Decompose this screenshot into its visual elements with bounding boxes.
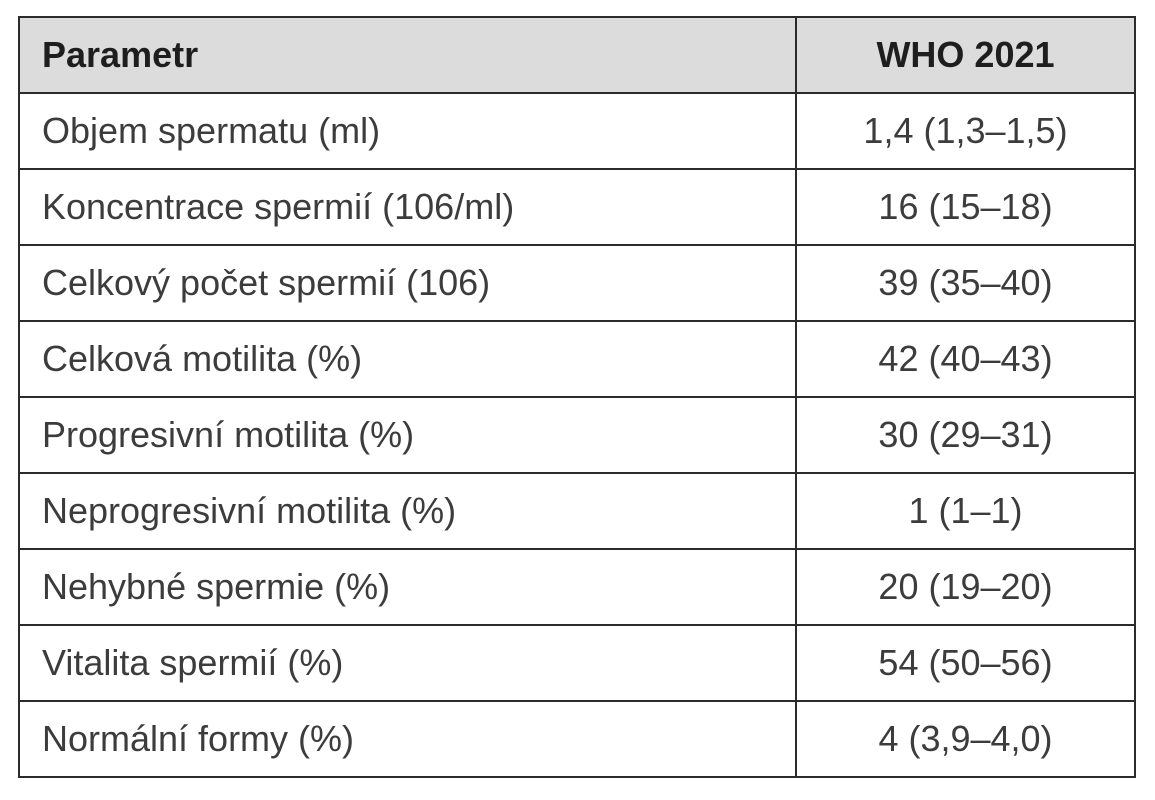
- header-row: Parametr WHO 2021: [18, 16, 1136, 94]
- row-parameter: Normální formy (%): [18, 700, 797, 778]
- table-row: Nehybné spermie (%) 20 (19–20): [18, 548, 1136, 626]
- row-parameter: Objem spermatu (ml): [18, 92, 797, 170]
- table-row: Vitalita spermií (%) 54 (50–56): [18, 624, 1136, 702]
- row-who-value: 1 (1–1): [795, 472, 1136, 550]
- header-parameter: Parametr: [18, 16, 797, 94]
- row-parameter: Progresivní motilita (%): [18, 396, 797, 474]
- table-row: Celkový počet spermií (106) 39 (35–40): [18, 244, 1136, 322]
- row-parameter: Neprogresivní motilita (%): [18, 472, 797, 550]
- table-row: Normální formy (%) 4 (3,9–4,0): [18, 700, 1136, 778]
- row-who-value: 30 (29–31): [795, 396, 1136, 474]
- row-parameter: Celkový počet spermií (106): [18, 244, 797, 322]
- row-parameter: Koncentrace spermií (106/ml): [18, 168, 797, 246]
- row-who-value: 1,4 (1,3–1,5): [795, 92, 1136, 170]
- table-row: Objem spermatu (ml) 1,4 (1,3–1,5): [18, 92, 1136, 170]
- row-who-value: 16 (15–18): [795, 168, 1136, 246]
- row-parameter: Celková motilita (%): [18, 320, 797, 398]
- header-who-2021: WHO 2021: [795, 16, 1136, 94]
- row-who-value: 20 (19–20): [795, 548, 1136, 626]
- row-who-value: 39 (35–40): [795, 244, 1136, 322]
- table-row: Neprogresivní motilita (%) 1 (1–1): [18, 472, 1136, 550]
- row-parameter: Vitalita spermií (%): [18, 624, 797, 702]
- reference-values-table-container: Parametr WHO 2021 Objem spermatu (ml) 1,…: [18, 16, 1136, 778]
- row-parameter: Nehybné spermie (%): [18, 548, 797, 626]
- table-row: Koncentrace spermií (106/ml) 16 (15–18): [18, 168, 1136, 246]
- table-row: Progresivní motilita (%) 30 (29–31): [18, 396, 1136, 474]
- row-who-value: 42 (40–43): [795, 320, 1136, 398]
- table-body: Objem spermatu (ml) 1,4 (1,3–1,5) Koncen…: [18, 92, 1136, 778]
- row-who-value: 4 (3,9–4,0): [795, 700, 1136, 778]
- table-header: Parametr WHO 2021: [18, 16, 1136, 94]
- reference-values-table: Parametr WHO 2021 Objem spermatu (ml) 1,…: [18, 16, 1136, 778]
- table-row: Celková motilita (%) 42 (40–43): [18, 320, 1136, 398]
- row-who-value: 54 (50–56): [795, 624, 1136, 702]
